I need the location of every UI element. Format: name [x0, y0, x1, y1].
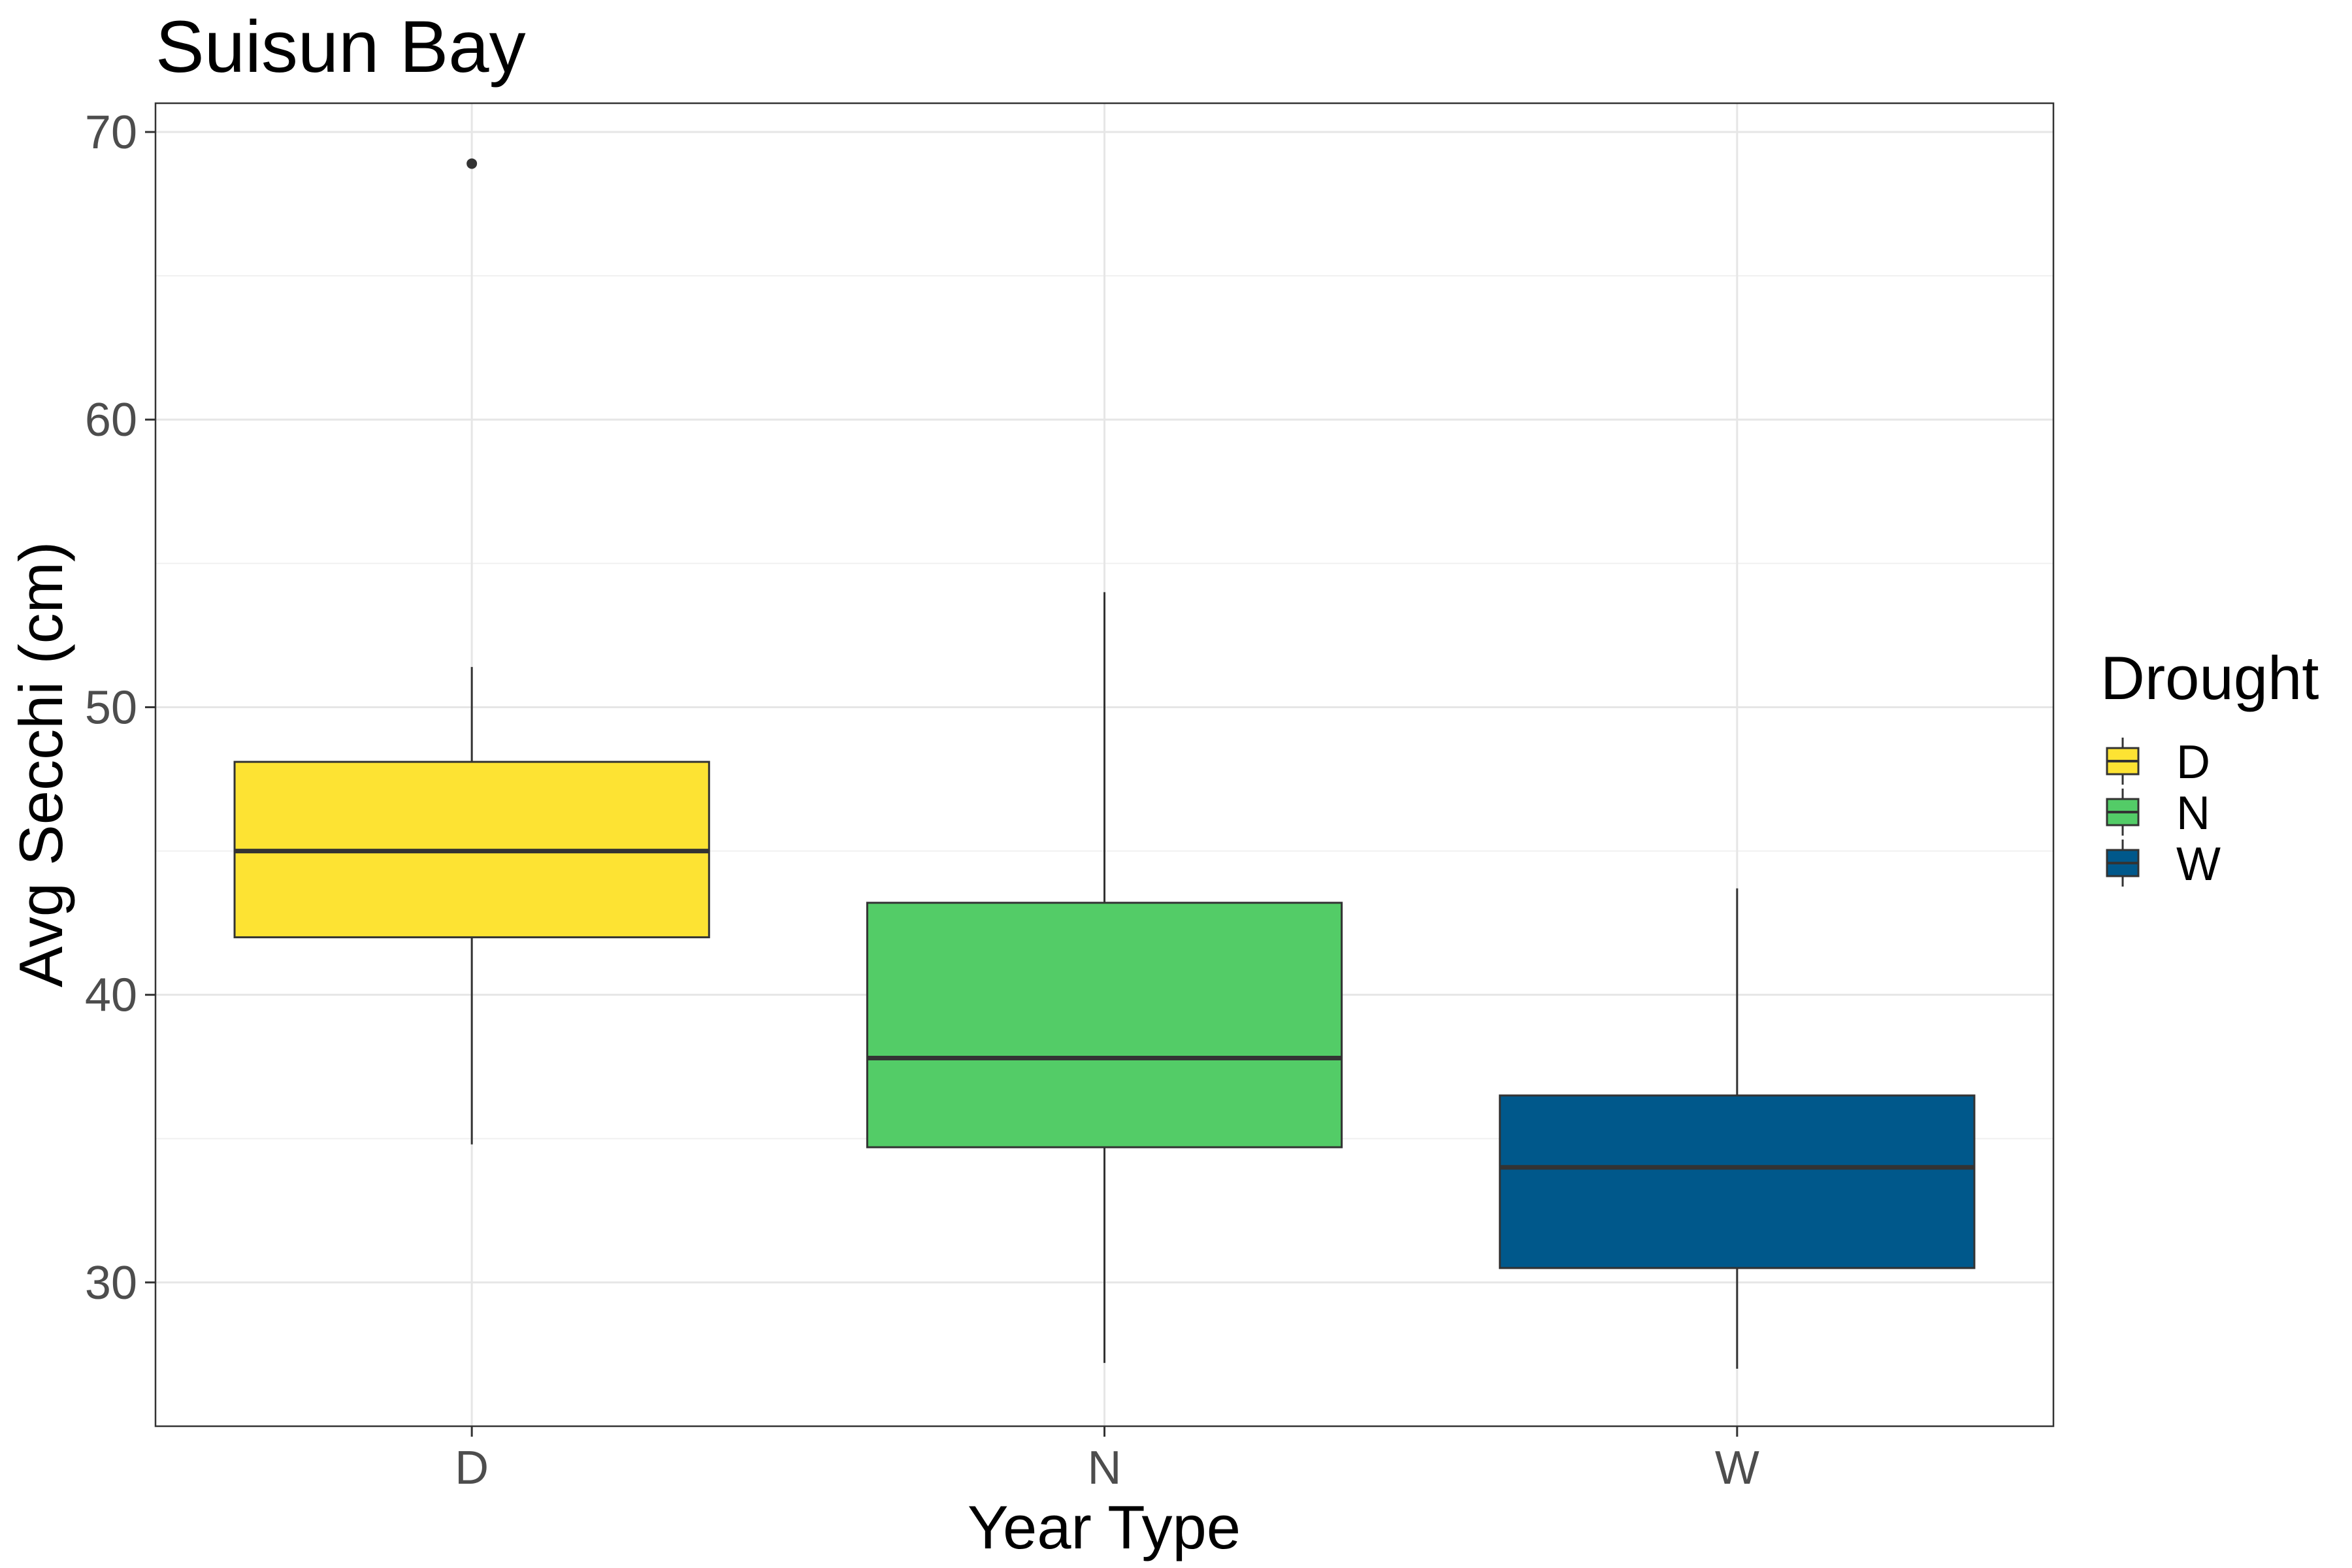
chart-title: Suisun Bay	[155, 6, 526, 88]
legend-label: N	[2176, 787, 2210, 840]
legend-label: W	[2176, 838, 2221, 890]
box-iqr	[1499, 1094, 1976, 1269]
legend-entry-W: W	[2106, 838, 2221, 890]
y-tick-label: 40	[85, 970, 137, 1022]
plot-boxes	[233, 158, 1976, 1369]
legend-entry-D: D	[2106, 736, 2210, 789]
y-axis-title: Avg Secchi (cm)	[7, 542, 75, 988]
legend: Drought DNW	[2100, 644, 2319, 890]
box-N	[866, 592, 1343, 1364]
x-tick-label: D	[455, 1442, 489, 1494]
legend-label: D	[2176, 736, 2210, 789]
y-axis: 30 40 50 60 70	[85, 106, 155, 1309]
outlier-point	[466, 158, 478, 169]
y-tick-label: 50	[85, 681, 137, 734]
y-tick-label: 70	[85, 106, 137, 159]
box-D	[233, 158, 710, 1145]
x-tick-label: N	[1088, 1442, 1122, 1494]
x-tick-label: W	[1715, 1442, 1759, 1494]
box-iqr	[866, 902, 1343, 1149]
y-tick-label: 30	[85, 1257, 137, 1309]
y-tick-label: 60	[85, 394, 137, 446]
legend-entry-N: N	[2106, 787, 2210, 840]
x-axis-title: Year Type	[968, 1493, 1241, 1561]
legend-title: Drought	[2100, 644, 2319, 712]
box-W	[1499, 888, 1976, 1369]
